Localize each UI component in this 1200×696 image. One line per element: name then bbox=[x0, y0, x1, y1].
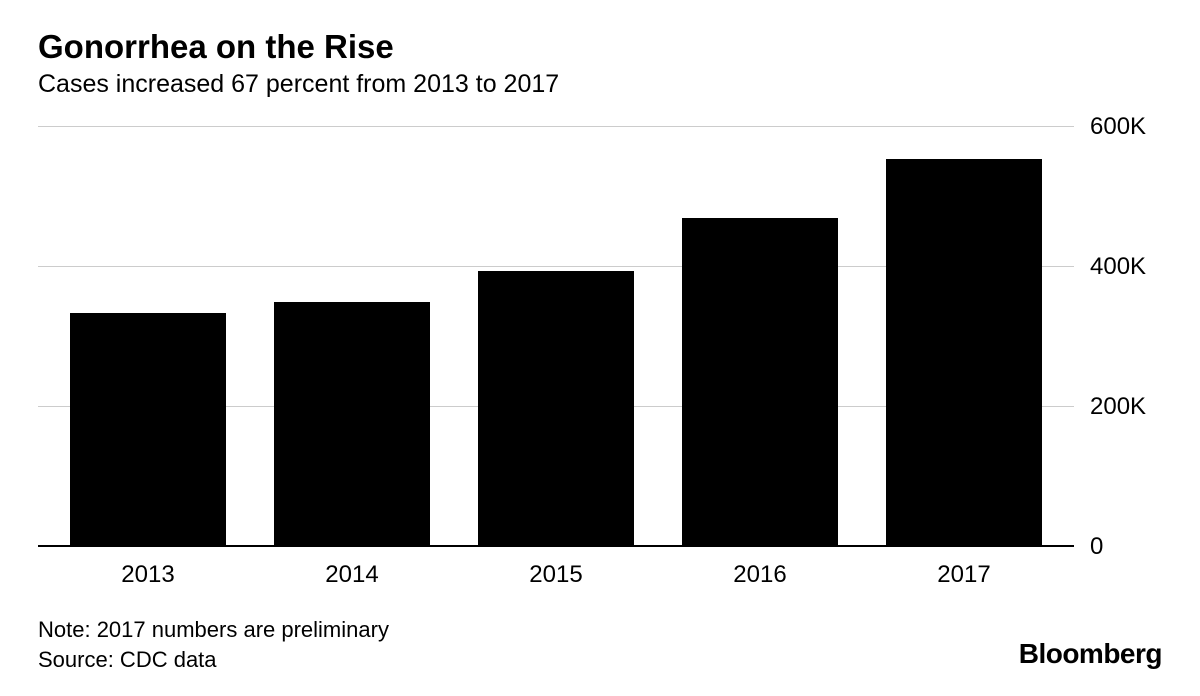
y-tick-label: 400K bbox=[1090, 253, 1146, 281]
bar bbox=[886, 159, 1042, 548]
bar bbox=[274, 302, 430, 547]
x-tick-label: 2015 bbox=[478, 561, 634, 589]
footnote: Note: 2017 numbers are preliminary bbox=[38, 615, 1162, 645]
y-tick-label: 600K bbox=[1090, 113, 1146, 141]
brand-logo: Bloomberg bbox=[1019, 638, 1162, 670]
bar bbox=[70, 313, 226, 548]
source-line: Source: CDC data bbox=[38, 645, 1162, 675]
bars-container bbox=[38, 127, 1074, 547]
chart-subtitle: Cases increased 67 percent from 2013 to … bbox=[38, 70, 1162, 99]
chart-footer: Note: 2017 numbers are preliminary Sourc… bbox=[38, 615, 1162, 674]
x-tick-label: 2017 bbox=[886, 561, 1042, 589]
x-tick-label: 2014 bbox=[274, 561, 430, 589]
x-tick-label: 2016 bbox=[682, 561, 838, 589]
bar bbox=[682, 218, 838, 547]
x-tick-label: 2013 bbox=[70, 561, 226, 589]
x-axis: 2013 2014 2015 2016 2017 bbox=[38, 547, 1074, 589]
x-baseline bbox=[38, 545, 1074, 547]
bar bbox=[478, 271, 634, 548]
chart-title: Gonorrhea on the Rise bbox=[38, 28, 1162, 66]
y-axis: 0200K400K600K bbox=[1074, 127, 1162, 547]
y-tick-label: 0 bbox=[1090, 533, 1103, 561]
chart-area: 0200K400K600K bbox=[38, 127, 1162, 547]
plot-area bbox=[38, 127, 1074, 547]
y-tick-label: 200K bbox=[1090, 393, 1146, 421]
